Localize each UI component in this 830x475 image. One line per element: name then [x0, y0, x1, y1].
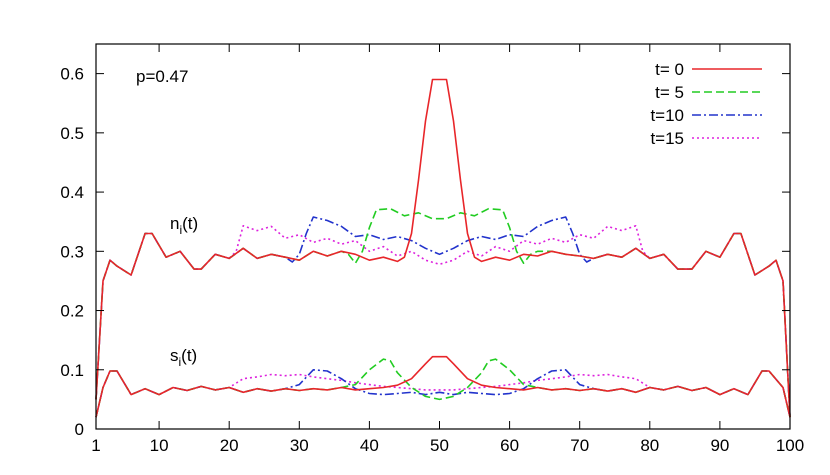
- x-tick-label: 30: [290, 436, 309, 455]
- series-line-3-s: [95, 370, 791, 418]
- x-tick-label: 50: [430, 436, 449, 455]
- legend-label-t15: t=15: [650, 129, 684, 148]
- axes-layer: 1 10 20 30 40 50 60 70 80 90 100 0 0.1 0.2 0.3 0.4 0.5 0.…: [60, 44, 804, 455]
- y-tick-label: 0.3: [60, 242, 84, 261]
- x-tick-label: 20: [220, 436, 239, 455]
- y-tick-label: 0.5: [60, 124, 84, 143]
- n-label-base: n: [170, 214, 179, 233]
- x-tick-label: 70: [570, 436, 589, 455]
- x-tick-label: 100: [776, 436, 804, 455]
- x-tick-label: 80: [640, 436, 659, 455]
- y-tick-label: 0: [75, 420, 84, 439]
- legend-label-t10: t=10: [650, 106, 684, 125]
- n-series-label: ni(t): [170, 214, 198, 237]
- s-label-sub: i: [179, 355, 182, 369]
- series-line-0-n: [95, 78, 791, 418]
- s-series-label: si(t): [170, 346, 197, 369]
- y-tick-label: 0.1: [60, 361, 84, 380]
- series-line-0-s: [95, 355, 791, 418]
- series-line-2-s: [95, 368, 791, 418]
- param-annotation: p=0.47: [136, 67, 188, 86]
- legend: t= 0 t= 5 t=10 t=15: [650, 60, 762, 148]
- y-tick-label: 0.6: [60, 65, 84, 84]
- x-tick-label: 60: [500, 436, 519, 455]
- x-tick-label: 1: [91, 436, 100, 455]
- x-tick-label: 40: [360, 436, 379, 455]
- n-label-sub: i: [179, 223, 182, 237]
- x-tick-label: 90: [710, 436, 729, 455]
- legend-label-t0: t= 0: [655, 60, 684, 79]
- s-label-base: s: [170, 346, 179, 365]
- legend-label-t5: t= 5: [655, 83, 684, 102]
- y-tick-label: 0.4: [60, 183, 84, 202]
- y-tick-label: 0.2: [60, 302, 84, 321]
- n-label-rest: (t): [182, 214, 198, 233]
- plot-frame: [95, 43, 791, 430]
- series-layer: [95, 78, 791, 418]
- s-label-rest: (t): [181, 346, 197, 365]
- x-tick-label: 10: [150, 436, 169, 455]
